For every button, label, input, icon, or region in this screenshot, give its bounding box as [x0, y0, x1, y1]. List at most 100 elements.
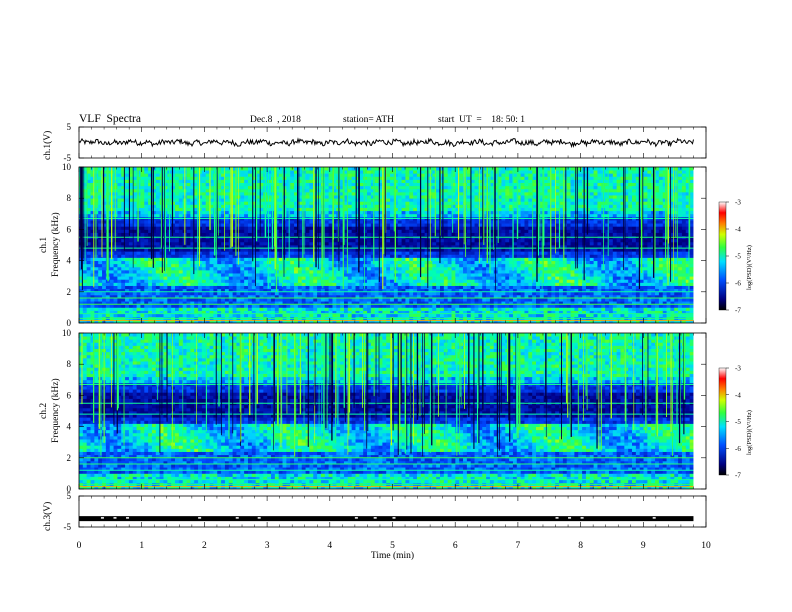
- heatmap-cell: [194, 301, 199, 305]
- heatmap-cell: [251, 188, 257, 193]
- heatmap-cell: [313, 188, 318, 193]
- heatmap-cell: [144, 248, 149, 252]
- heatmap-cell: [393, 207, 399, 212]
- heatmap-cell: [136, 173, 141, 177]
- heatmap-cell: [194, 288, 199, 293]
- heatmap-cell: [347, 198, 353, 202]
- heatmap-cell: [336, 310, 341, 315]
- heatmap-cell: [102, 291, 107, 296]
- heatmap-cell: [443, 182, 449, 187]
- heatmap-cell: [155, 210, 161, 215]
- heatmap-cell: [432, 269, 437, 274]
- heatmap-cell: [117, 201, 122, 205]
- heatmap-cell: [232, 176, 237, 180]
- heatmap-cell: [194, 198, 199, 202]
- heatmap-cell: [332, 167, 337, 171]
- heatmap-cell: [175, 223, 180, 227]
- heatmap-cell: [455, 170, 460, 174]
- heatmap-cell: [278, 229, 283, 233]
- heatmap-cell: [459, 310, 464, 315]
- heatmap-cell: [332, 285, 337, 290]
- heatmap-cell: [447, 188, 452, 193]
- heatmap-cell: [347, 185, 353, 190]
- heatmap-cell: [98, 291, 103, 296]
- heatmap-cell: [297, 301, 303, 305]
- heatmap-cell: [278, 298, 283, 302]
- heatmap-cell: [94, 191, 99, 196]
- heatmap-cell: [451, 263, 456, 268]
- heatmap-cell: [447, 294, 452, 299]
- heatmap-cell: [436, 241, 441, 246]
- heatmap-cell: [436, 279, 441, 283]
- heatmap-cell: [397, 257, 402, 261]
- heatmap-cell: [201, 170, 207, 174]
- heatmap-cell: [374, 285, 379, 290]
- heatmap-cell: [374, 254, 379, 258]
- heatmap-cell: [443, 223, 449, 227]
- heatmap-cell: [125, 241, 130, 246]
- heatmap-cell: [413, 213, 418, 218]
- heatmap-cell: [432, 238, 437, 243]
- heatmap-cell: [278, 207, 283, 212]
- heatmap-cell: [401, 279, 406, 283]
- heatmap-cell: [205, 285, 210, 290]
- heatmap-cell: [405, 310, 410, 315]
- heatmap-cell: [286, 226, 291, 230]
- heatmap-cell: [113, 248, 118, 252]
- heatmap-cell: [332, 245, 337, 249]
- heatmap-cell: [313, 276, 318, 280]
- heatmap-cell: [175, 304, 180, 308]
- heatmap-cell: [324, 213, 330, 218]
- heatmap-cell: [386, 276, 391, 280]
- heatmap-cell: [90, 188, 95, 193]
- heatmap-cell: [259, 182, 264, 187]
- heatmap-cell: [232, 269, 237, 274]
- heatmap-cell: [397, 210, 402, 215]
- heatmap-cell: [451, 245, 456, 249]
- heatmap-cell: [424, 248, 429, 252]
- heatmap-cell: [178, 232, 184, 237]
- heatmap-cell: [455, 279, 460, 283]
- heatmap-cell: [132, 198, 138, 202]
- heatmap-cell: [221, 310, 226, 315]
- heatmap-cell: [155, 251, 161, 255]
- heatmap-cell: [224, 170, 230, 174]
- heatmap-cell: [294, 185, 299, 190]
- heatmap-cell: [390, 276, 395, 280]
- heatmap-cell: [297, 226, 303, 230]
- heatmap-cell: [405, 201, 410, 205]
- heatmap-cell: [343, 245, 349, 249]
- heatmap-cell: [244, 288, 249, 293]
- heatmap-cell: [294, 173, 299, 177]
- heatmap-cell: [340, 179, 345, 183]
- heatmap-cell: [224, 279, 230, 283]
- heatmap-cell: [440, 285, 445, 290]
- heatmap-cell: [259, 207, 264, 212]
- heatmap-cell: [102, 301, 107, 305]
- heatmap-cell: [117, 176, 122, 180]
- heatmap-cell: [405, 207, 410, 212]
- heatmap-cell: [148, 176, 153, 180]
- heatmap-cell: [313, 223, 318, 227]
- heatmap-cell: [294, 198, 299, 202]
- heatmap-cell: [159, 266, 164, 271]
- heatmap-cell: [151, 251, 157, 255]
- heatmap-cell: [271, 285, 276, 290]
- heatmap-cell: [309, 298, 314, 302]
- heatmap-cell: [117, 285, 122, 290]
- heatmap-cell: [205, 198, 210, 202]
- heatmap-cell: [263, 301, 268, 305]
- heatmap-cell: [424, 251, 429, 255]
- heatmap-cell: [359, 254, 364, 258]
- heatmap-cell: [228, 298, 234, 302]
- heatmap-cell: [82, 313, 88, 318]
- heatmap-cell: [290, 198, 295, 202]
- heatmap-cell: [151, 298, 157, 302]
- heatmap-cell: [136, 201, 141, 205]
- heatmap-cell: [436, 232, 441, 237]
- heatmap-cell: [117, 179, 122, 183]
- heatmap-cell: [367, 213, 372, 218]
- heatmap-cell: [397, 276, 402, 280]
- heatmap-cell: [386, 201, 391, 205]
- heatmap-cell: [267, 176, 272, 180]
